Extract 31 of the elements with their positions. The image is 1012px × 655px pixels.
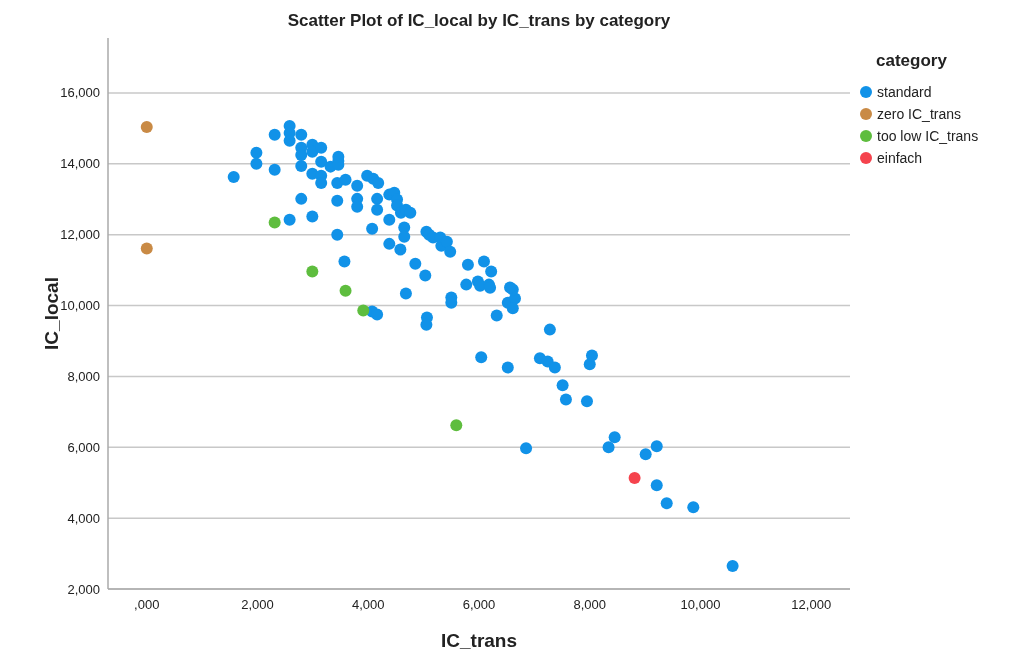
y-tick-label: 16,000 bbox=[60, 85, 100, 101]
y-tick-label: 8,000 bbox=[67, 368, 100, 384]
x-axis-title: IC_trans bbox=[440, 630, 518, 651]
point bbox=[268, 216, 281, 229]
legend-label: zero IC_trans bbox=[877, 105, 962, 122]
chart-title: Scatter Plot of IC_local by IC_trans by category bbox=[287, 11, 671, 30]
y-tick-label: 6,000 bbox=[67, 439, 100, 455]
point bbox=[628, 472, 641, 485]
x-tick-label: 12,000 bbox=[791, 597, 832, 612]
y-tick-label: 10,000 bbox=[60, 298, 100, 314]
y-tick-label: 14,000 bbox=[60, 156, 100, 172]
legend-label: too low IC_trans bbox=[877, 127, 979, 144]
legend-title: category bbox=[876, 51, 948, 70]
x-tick-label: 6,000 bbox=[462, 597, 496, 612]
y-tick-label: 2,000 bbox=[67, 581, 100, 597]
y-axis-title: IC_local bbox=[41, 277, 62, 350]
point bbox=[140, 120, 153, 133]
y-tick-label: 12,000 bbox=[60, 227, 100, 243]
point bbox=[140, 242, 153, 255]
x-tick-label: ,000 bbox=[134, 597, 160, 612]
x-tick-label: 10,000 bbox=[680, 597, 721, 612]
point bbox=[339, 284, 352, 297]
point bbox=[450, 419, 463, 432]
x-tick-label: 2,000 bbox=[241, 597, 274, 612]
legend-label: standard bbox=[877, 83, 932, 100]
point bbox=[306, 265, 319, 278]
x-tick-label: 8,000 bbox=[573, 597, 607, 612]
x-tick-label: 4,000 bbox=[351, 597, 385, 612]
y-tick-label: 4,000 bbox=[67, 510, 100, 526]
point bbox=[357, 304, 370, 317]
legend-label: einfach bbox=[877, 149, 923, 166]
